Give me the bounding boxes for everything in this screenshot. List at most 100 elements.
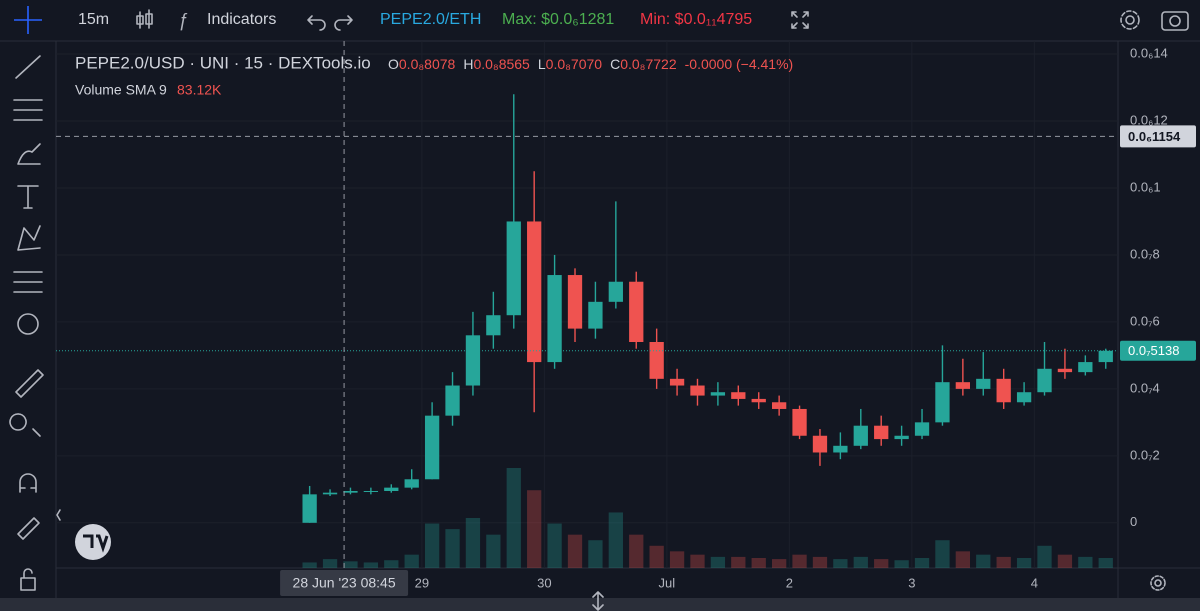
volume-bar [914, 558, 930, 568]
volume-bar [506, 468, 521, 568]
volume-bar [812, 556, 828, 568]
crosshair-tool[interactable] [14, 6, 42, 34]
ruler-tool[interactable] [15, 369, 44, 398]
x-tick-label: 4 [1031, 575, 1038, 590]
volume-bar [833, 559, 848, 568]
y-tick-label: 0.0₇8 [1130, 246, 1160, 261]
volume-bar [547, 523, 562, 568]
y-tick-label: 0.0₆14 [1130, 45, 1168, 60]
y-tick-label: 0.0₇2 [1130, 447, 1160, 462]
prediction-tool[interactable] [13, 271, 43, 293]
volume-sma: 83.12K [177, 82, 222, 98]
volume-bar [1057, 554, 1073, 568]
crosshair-time-label: 28 Jun '23 08:45 [293, 575, 396, 591]
ohlc-value: 0.0₈8078 [399, 56, 456, 72]
volume-bar [792, 554, 807, 568]
indicators-icon[interactable]: ƒ [178, 10, 188, 30]
candle-body [322, 492, 338, 495]
volume-bar [1098, 558, 1113, 568]
trend-line-tool[interactable] [15, 55, 41, 79]
candle-body [976, 378, 991, 389]
x-tick-label: 29 [415, 575, 429, 590]
lock-drawings[interactable] [17, 517, 40, 540]
volume-bar [649, 545, 664, 568]
candle-body [669, 378, 685, 386]
last-price-label: 0.0₇5138 [1128, 343, 1179, 358]
candle-body [812, 435, 828, 453]
candle-body [567, 275, 583, 329]
volume-bar [955, 551, 971, 568]
magnet-tool[interactable] [19, 473, 37, 493]
fullscreen[interactable] [791, 11, 809, 29]
ohlc-value: 0.0₈7722 [620, 56, 677, 72]
candle-body [608, 281, 623, 302]
volume-bar [771, 559, 787, 568]
volume-bar [445, 529, 460, 568]
candle-body [343, 490, 358, 493]
volume-bar [751, 558, 766, 568]
pattern-tool[interactable] [17, 225, 41, 251]
volume-bar [363, 562, 379, 568]
plot: 0 0.0₇2 0.0₇4 0.0₇6 0.0₇8 0.0₆1 0.0₆12 0.0₆14 29… [56, 41, 1168, 590]
candle-body [588, 301, 603, 329]
max-price: Max: $0.0₆1281 [502, 11, 614, 28]
candle-body [874, 425, 889, 440]
volume-bar [1016, 558, 1032, 568]
candle-body [1057, 368, 1073, 373]
candle-body [445, 385, 460, 416]
candle-body [506, 221, 521, 316]
chart-style-button[interactable] [136, 9, 153, 29]
candle-body [792, 408, 807, 436]
collapse-toolbar[interactable] [56, 509, 61, 521]
crosshair-price-box [1120, 125, 1196, 148]
interval[interactable]: 15m [78, 11, 109, 28]
axis-settings[interactable] [1150, 575, 1166, 591]
candle-body [710, 392, 726, 396]
volume-bar [486, 534, 501, 568]
candle-body [935, 382, 950, 423]
settings[interactable] [1120, 10, 1140, 30]
volume-bar [731, 556, 746, 568]
volume-bar [465, 518, 481, 568]
resize-handle[interactable] [592, 591, 604, 611]
candle-body [731, 392, 746, 399]
candle-body [486, 315, 501, 336]
ohlc-key: H [463, 56, 473, 72]
fib-tool[interactable] [13, 99, 43, 121]
x-tick-label: 30 [537, 575, 551, 590]
chart-title: PEPE2.0/USD · UNI · 15 · DEXTools.io [75, 53, 371, 72]
min-price: Min: $0.0₁₁4795 [640, 11, 752, 28]
candle-body [547, 275, 562, 363]
candle-body [914, 422, 930, 436]
bottom-bar [0, 598, 1200, 611]
x-tick-label: Jul [659, 575, 676, 590]
ohlc-key: L [538, 56, 546, 72]
screenshot[interactable] [1161, 11, 1189, 31]
zoom-tool[interactable] [9, 413, 41, 437]
pair-link[interactable]: PEPE2.0/ETH [380, 11, 481, 28]
ohlc-legend: O0.0₈8078 H0.0₈8565 L0.0₈7070 C0.0₈7722 -0.0… [388, 56, 793, 72]
candle-body [1098, 350, 1113, 363]
indicators-button[interactable]: Indicators [207, 11, 276, 28]
candle-body [1016, 392, 1032, 403]
crosshair-time-box [280, 570, 409, 596]
text-tool[interactable] [17, 185, 39, 209]
last-price-box [1120, 340, 1196, 361]
overlay: 0.0₇5138 0.0₆1154 28 Jun '23 08:45 PEPE2.0/… [56, 41, 1196, 596]
lock-tool[interactable] [20, 568, 36, 591]
volume-bar [976, 554, 991, 568]
brush-tool[interactable] [17, 143, 41, 165]
volume-bar [853, 556, 868, 568]
volume-bar [669, 551, 685, 568]
emoji-tool[interactable] [17, 313, 39, 335]
candle-body [771, 402, 787, 409]
candle-body [690, 385, 705, 396]
change: -0.0000 (−4.41%) [685, 56, 794, 72]
volume-bar [343, 561, 358, 568]
volume-bar [424, 523, 440, 568]
undo[interactable] [307, 15, 326, 31]
candle-body [833, 445, 848, 453]
volume-bar [996, 556, 1011, 568]
redo[interactable] [334, 15, 353, 31]
